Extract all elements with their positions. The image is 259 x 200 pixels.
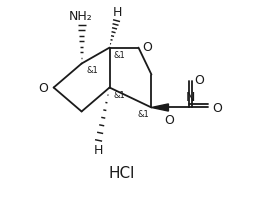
Text: N: N bbox=[185, 91, 195, 104]
Text: O: O bbox=[164, 114, 174, 127]
Text: NH₂: NH₂ bbox=[69, 10, 92, 23]
Text: O: O bbox=[142, 41, 152, 54]
Text: H: H bbox=[94, 143, 103, 156]
Text: H: H bbox=[113, 6, 122, 19]
Text: O: O bbox=[212, 101, 222, 114]
Text: HCl: HCl bbox=[108, 166, 135, 180]
Text: O: O bbox=[38, 82, 48, 95]
Text: O: O bbox=[194, 74, 204, 87]
Text: &1: &1 bbox=[138, 110, 149, 119]
Polygon shape bbox=[152, 104, 168, 112]
Text: &1: &1 bbox=[113, 50, 125, 59]
Text: &1: &1 bbox=[87, 65, 98, 74]
Text: &1: &1 bbox=[113, 90, 125, 99]
